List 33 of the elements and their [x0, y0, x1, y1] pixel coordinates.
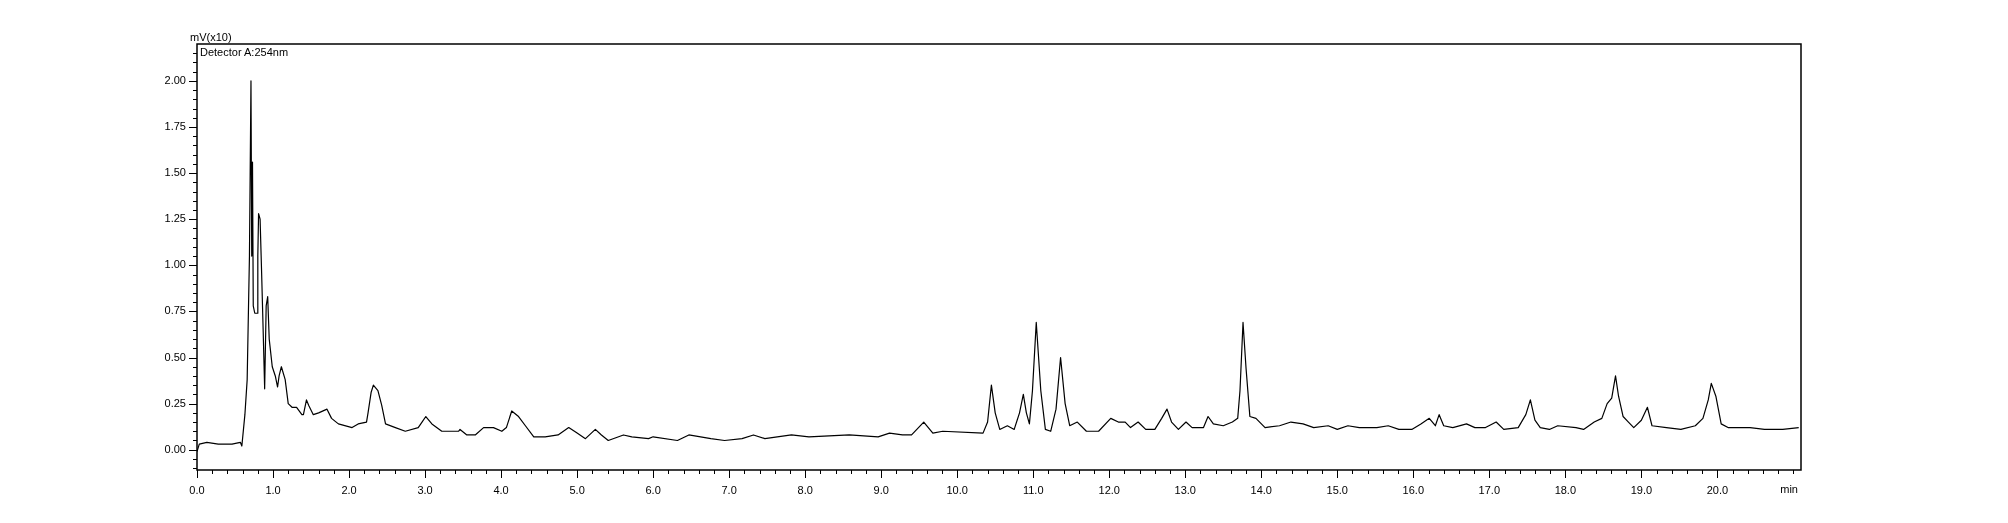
y-tick-label: 2.00 — [164, 73, 186, 86]
x-tick-label: 7.0 — [721, 483, 737, 496]
y-axis-title: mV(x10) — [190, 30, 232, 43]
y-tick-label: 0.75 — [164, 304, 186, 317]
x-tick-label: 5.0 — [569, 483, 585, 496]
y-tick-label: 1.50 — [164, 166, 186, 179]
x-tick-label: 13.0 — [1174, 483, 1196, 496]
x-tick-label: 20.0 — [1706, 483, 1729, 496]
x-tick-label: 18.0 — [1554, 483, 1577, 496]
x-tick-label: 14.0 — [1250, 483, 1272, 496]
x-tick-label: 11.0 — [1022, 483, 1044, 496]
y-tick-label: 0.50 — [164, 350, 186, 363]
y-tick-label: 1.00 — [164, 258, 186, 271]
y-tick-label: 1.25 — [164, 212, 186, 225]
x-tick-label: 19.0 — [1630, 483, 1653, 496]
x-tick-label: 4.0 — [493, 483, 509, 496]
x-tick-label: 2.0 — [341, 483, 357, 496]
x-tick-label: 17.0 — [1478, 483, 1501, 496]
x-tick-label: 6.0 — [645, 483, 661, 496]
x-tick-label: 0.0 — [189, 483, 205, 496]
x-tick-label: 10.0 — [946, 483, 968, 496]
x-tick-label: 12.0 — [1098, 483, 1120, 496]
x-tick-label: 3.0 — [417, 483, 433, 496]
x-tick-label: 1.0 — [265, 483, 281, 496]
y-tick-label: 0.25 — [164, 396, 186, 409]
x-tick-label: 8.0 — [797, 483, 813, 496]
x-axis-title: min — [1780, 483, 1798, 496]
y-tick-label: 1.75 — [164, 120, 186, 133]
annotation: Detector A:254nm — [200, 45, 289, 58]
x-tick-label: 15.0 — [1326, 483, 1348, 496]
y-tick-label: 0.00 — [164, 442, 186, 455]
x-tick-label: 16.0 — [1402, 483, 1425, 496]
x-tick-label: 9.0 — [873, 483, 889, 496]
